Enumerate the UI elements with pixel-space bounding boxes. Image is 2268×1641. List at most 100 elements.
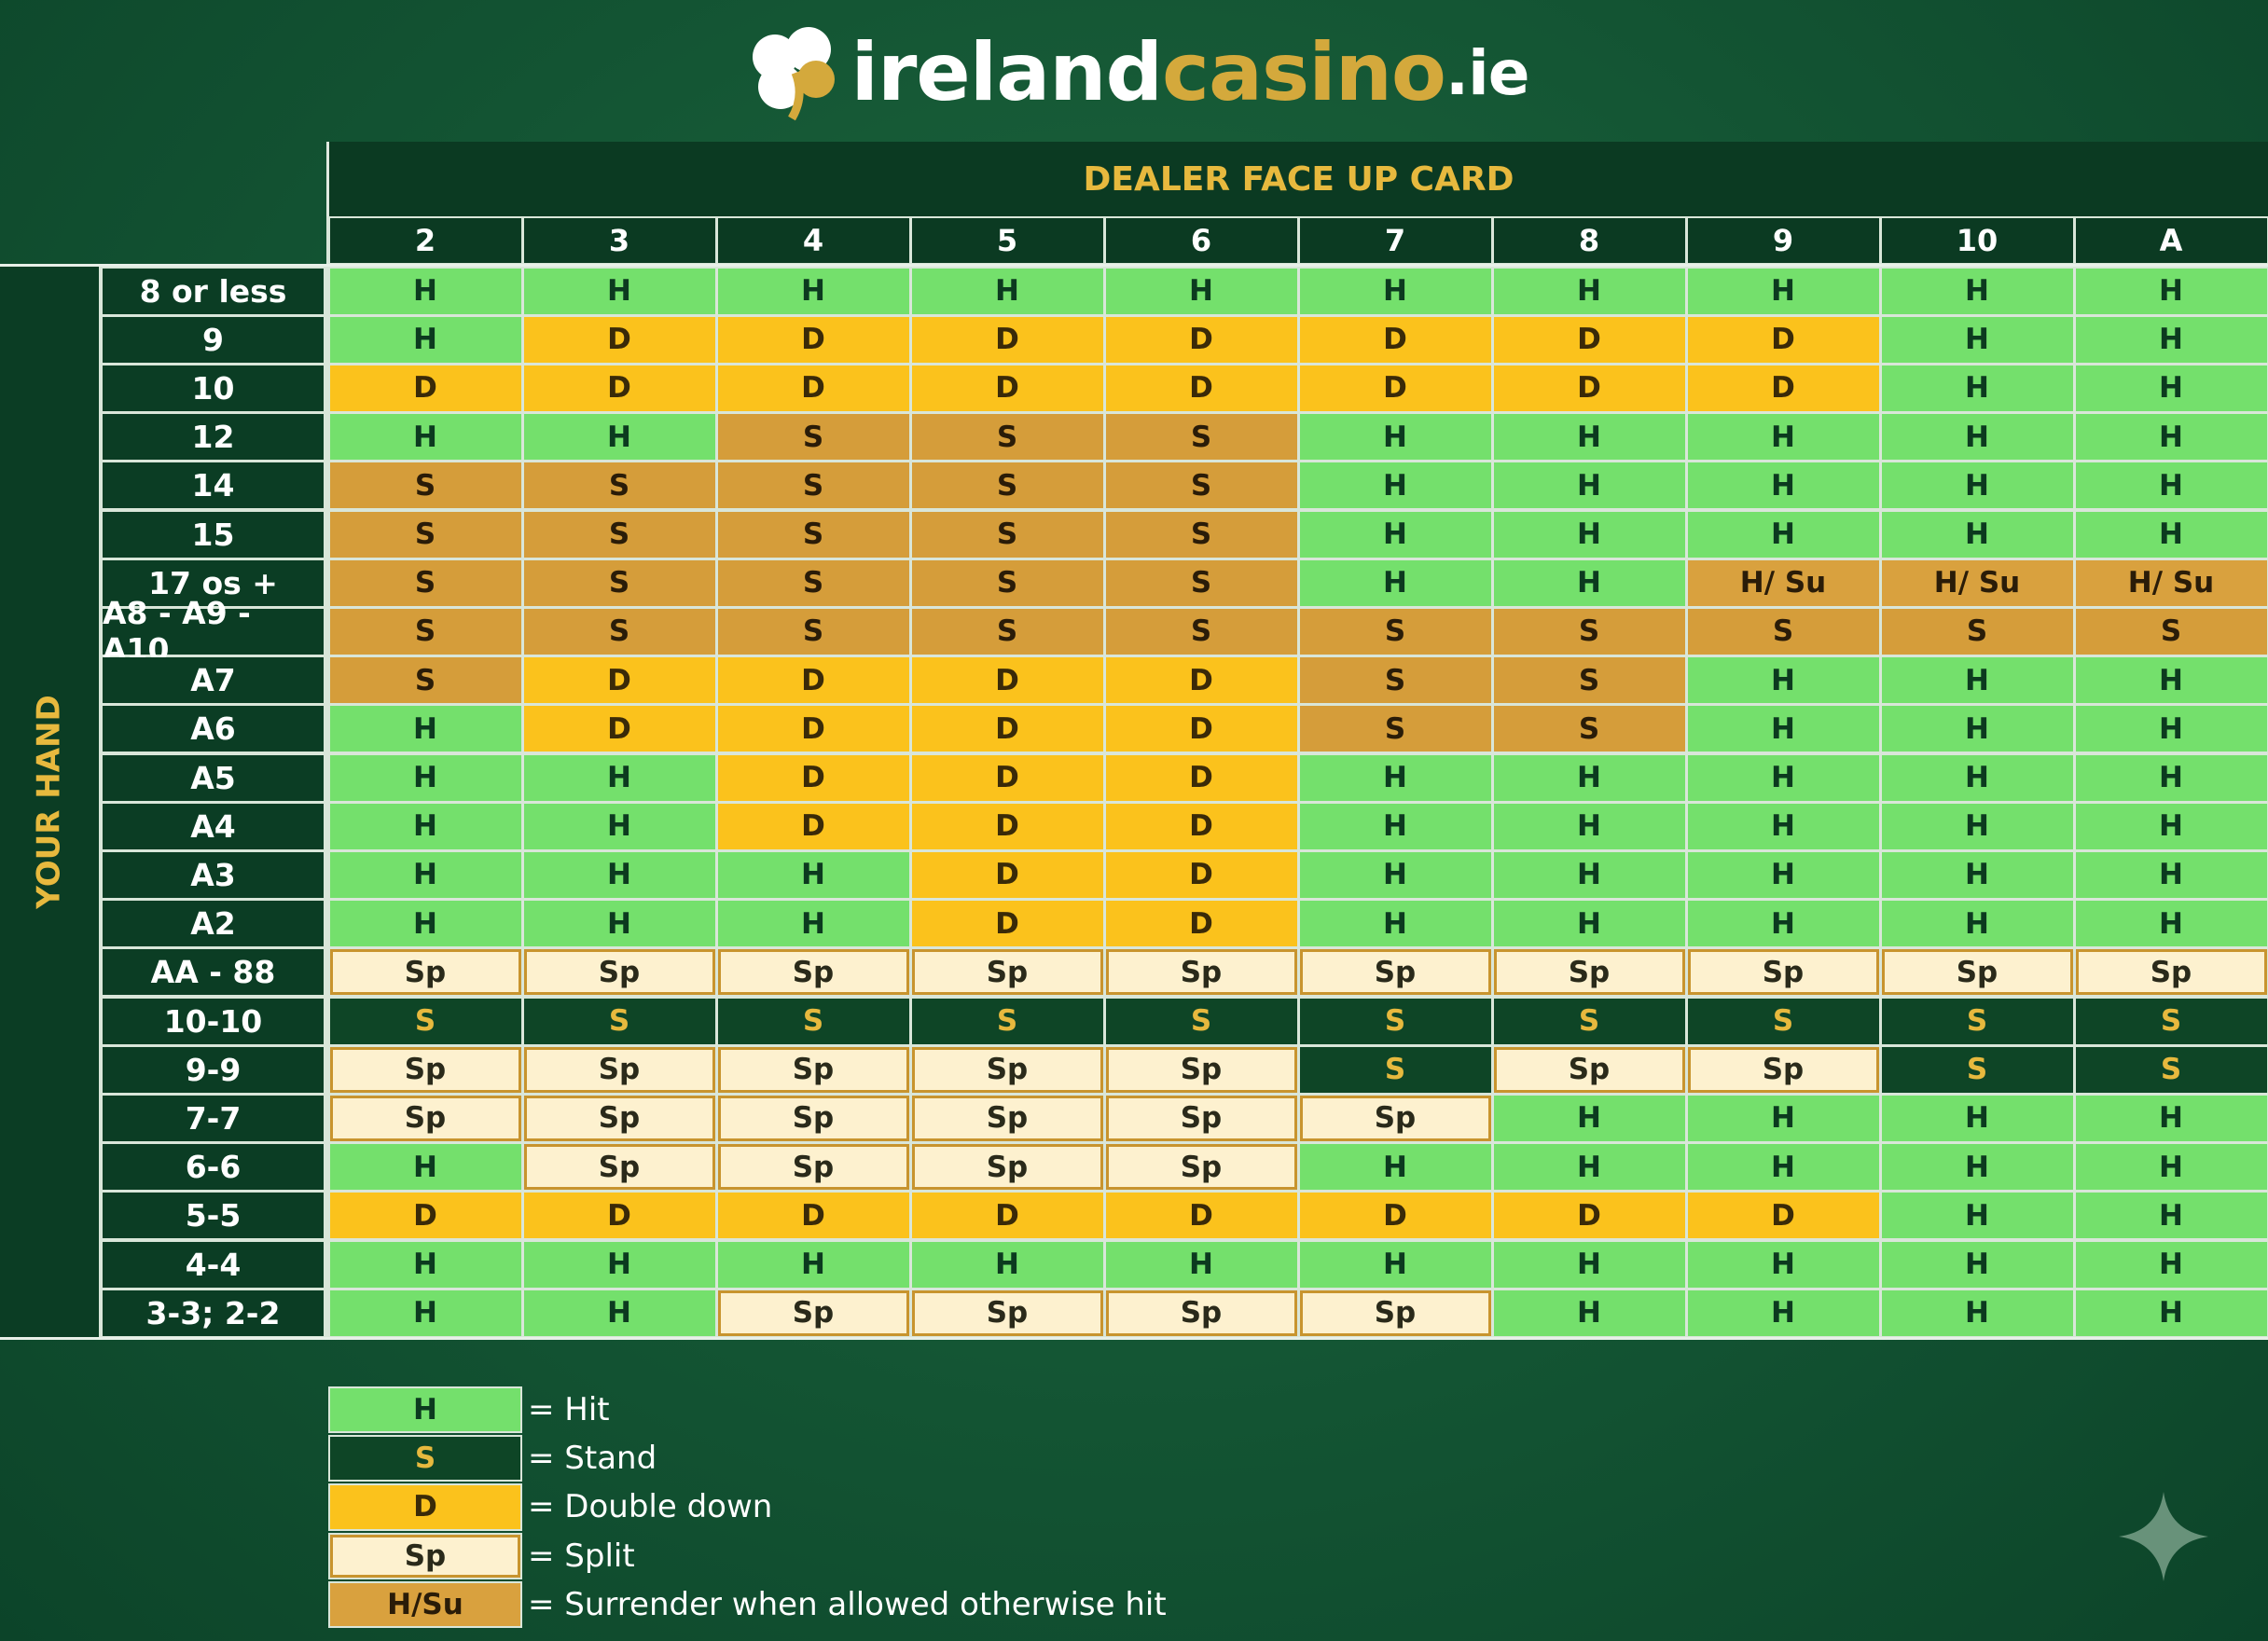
clover-icon (752, 27, 835, 121)
cell: H (1881, 851, 2073, 899)
cell: H (1687, 268, 1879, 314)
cell: D (911, 901, 1103, 947)
cell: D (1493, 1193, 1685, 1239)
column-label: 5 (911, 217, 1103, 263)
cell: H (523, 901, 715, 947)
cell: D (911, 754, 1103, 801)
cell: S (329, 462, 521, 509)
cell: H (1493, 851, 1685, 899)
cell: H (2075, 1144, 2267, 1191)
cell: S (1105, 414, 1297, 461)
cell: Sp (911, 1144, 1103, 1191)
cell: H (1493, 1144, 1685, 1191)
cell: D (1493, 365, 1685, 412)
cell: Sp (1299, 1095, 1491, 1142)
cell: S (329, 998, 521, 1044)
column-label: 8 (1493, 217, 1685, 263)
cell: D (1299, 365, 1491, 412)
cell: H (1881, 754, 2073, 801)
cell: S (1493, 608, 1685, 655)
cell: S (1299, 998, 1491, 1044)
logo-part: casino (1162, 26, 1446, 119)
column-label: 4 (717, 217, 909, 263)
cell: H (1881, 1095, 2073, 1142)
cell: S (911, 998, 1103, 1044)
cell: Sp (1105, 1289, 1297, 1336)
cell: D (911, 803, 1103, 849)
cell: H (2075, 803, 2267, 849)
row-label: 7-7 (103, 1095, 324, 1142)
cell: H (1493, 1241, 1685, 1288)
cell: H (329, 706, 521, 752)
cell: D (1493, 316, 1685, 363)
cell: Sp (523, 949, 715, 996)
cell: D (1105, 803, 1297, 849)
cell: D (717, 803, 909, 849)
cell: S (523, 462, 715, 509)
cell: H (1881, 1241, 2073, 1288)
cell: H (717, 851, 909, 899)
cell: H (1881, 657, 2073, 704)
column-label: 9 (1687, 217, 1879, 263)
cell: H (1687, 803, 1879, 849)
cell: H (329, 414, 521, 461)
cell: S (1299, 608, 1491, 655)
cell: D (523, 657, 715, 704)
logo: ireland casino .ie (0, 17, 2268, 129)
cell: H (1687, 1095, 1879, 1142)
cell: H (717, 268, 909, 314)
cell: S (2075, 998, 2267, 1044)
row-label: 6-6 (103, 1144, 324, 1191)
cell: H (1493, 901, 1685, 947)
cell: S (717, 511, 909, 558)
cell: S (1105, 511, 1297, 558)
row-label: A4 (103, 803, 324, 849)
cell: H (1105, 268, 1297, 314)
cell: Sp (911, 949, 1103, 996)
cell: H (2075, 414, 2267, 461)
cell: H (2075, 901, 2267, 947)
cell: H (1493, 803, 1685, 849)
cell: S (1493, 657, 1685, 704)
cell: S (1687, 608, 1879, 655)
cell: D (1105, 316, 1297, 363)
cell: H (523, 1241, 715, 1288)
cell: H (1881, 268, 2073, 314)
cell: Sp (329, 949, 521, 996)
cell: D (1105, 851, 1297, 899)
cell: H (1299, 1241, 1491, 1288)
cell: S (1881, 1046, 2073, 1093)
cell: H (717, 901, 909, 947)
legend-text: = Hit (528, 1391, 610, 1429)
cell: S (717, 559, 909, 606)
cell: H (1299, 1144, 1491, 1191)
row-label: 4-4 (103, 1241, 324, 1288)
cell: Sp (1687, 949, 1879, 996)
cell: H (1493, 414, 1685, 461)
cell: D (911, 1193, 1103, 1239)
cell: S (329, 657, 521, 704)
cell: H (1687, 901, 1879, 947)
cell: S (1299, 706, 1491, 752)
cell: D (1299, 316, 1491, 363)
legend-swatch: H (328, 1386, 522, 1434)
header-band: DEALER FACE UP CARD (326, 142, 2268, 216)
cell: H (1881, 803, 2073, 849)
cell: D (717, 657, 909, 704)
row-label: A7 (103, 657, 324, 704)
cell: Sp (523, 1144, 715, 1191)
sparkle-icon (2119, 1492, 2208, 1581)
row-label: 17 os + (103, 559, 324, 606)
column-label: 10 (1881, 217, 2073, 263)
cell: H (2075, 1289, 2267, 1336)
cell: H (1299, 901, 1491, 947)
cell: D (1105, 754, 1297, 801)
cell: H (2075, 511, 2267, 558)
cell: D (1299, 1193, 1491, 1239)
cell: H/ Su (2075, 559, 2267, 606)
legend-swatch: Sp (328, 1532, 522, 1579)
cell: H (1493, 1095, 1685, 1142)
cell: Sp (1105, 1095, 1297, 1142)
row-label: 14 (103, 462, 324, 509)
